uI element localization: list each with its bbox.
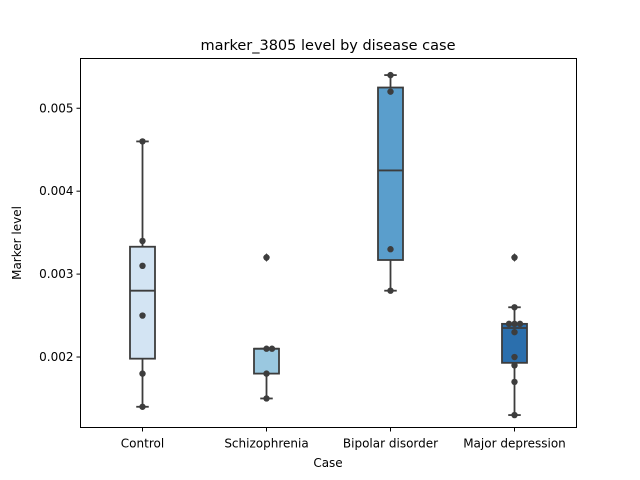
box-group [501, 253, 528, 419]
y-tick-label: 0.005 [39, 101, 73, 115]
data-point [511, 328, 518, 336]
data-point [268, 345, 276, 352]
x-tick-label: Major depression [463, 437, 566, 451]
x-tick-label: Control [121, 437, 164, 451]
data-point [139, 262, 146, 270]
data-point [511, 254, 518, 261]
data-point [139, 138, 146, 145]
y-axis: 0.002 0.003 0.004 0.005 [39, 101, 81, 364]
data-point [139, 403, 146, 410]
y-tick-label: 0.004 [39, 184, 73, 198]
box [253, 347, 280, 375]
data-point [387, 88, 394, 95]
data-point [139, 370, 146, 377]
x-tick-label: Schizophrenia [224, 437, 308, 451]
y-tick-label: 0.003 [39, 267, 73, 281]
data-point [511, 411, 518, 419]
box [377, 86, 404, 261]
data-point [511, 353, 518, 361]
box-group [377, 71, 404, 294]
data-point [387, 71, 394, 79]
boxes-layer [129, 71, 528, 419]
data-point [516, 320, 524, 328]
box-group [253, 253, 280, 402]
data-point [139, 312, 146, 319]
y-axis-title: Marker level [10, 206, 24, 280]
data-point [263, 370, 270, 377]
data-point [505, 320, 513, 328]
data-point [387, 287, 394, 294]
data-point [511, 378, 518, 386]
chart-title: marker_3805 level by disease case [201, 38, 456, 54]
box-group [129, 138, 156, 410]
data-point [139, 237, 146, 245]
data-point [511, 362, 518, 369]
plot-frame [80, 58, 577, 428]
data-point [263, 345, 270, 352]
data-point [263, 395, 270, 402]
x-tick-label: Bipolar disorder [343, 437, 438, 451]
data-point [263, 254, 270, 261]
data-point [511, 320, 518, 328]
y-tick-label: 0.002 [39, 350, 73, 364]
x-axis-title: Case [313, 456, 342, 470]
data-point [511, 304, 518, 311]
data-point [387, 246, 394, 253]
x-axis: Control Schizophrenia Bipolar disorder Majo… [121, 427, 566, 451]
